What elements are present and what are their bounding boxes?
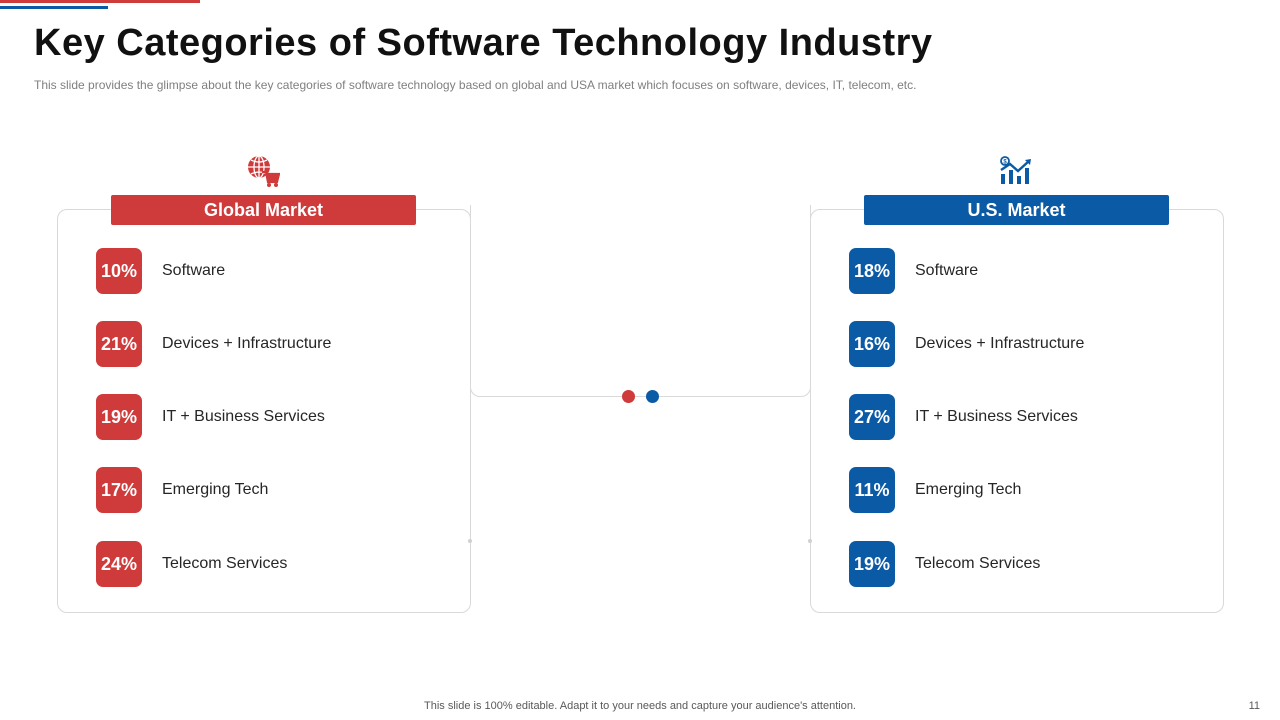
percent-badge: 16% — [849, 321, 895, 367]
global-item-it-services: 19% IT + Business Services — [96, 394, 325, 440]
category-label: IT + Business Services — [162, 408, 325, 425]
global-item-software: 10% Software — [96, 248, 225, 294]
category-label: IT + Business Services — [915, 408, 1078, 425]
percent-badge: 21% — [96, 321, 142, 367]
percent-badge: 27% — [849, 394, 895, 440]
percent-badge: 10% — [96, 248, 142, 294]
percent-badge: 17% — [96, 467, 142, 513]
panel-edge-dot — [468, 539, 472, 543]
page-number: 11 — [1248, 700, 1260, 712]
percent-badge: 18% — [849, 248, 895, 294]
category-label: Telecom Services — [162, 555, 288, 572]
connector-line — [470, 205, 811, 397]
global-item-telecom: 24% Telecom Services — [96, 541, 287, 587]
slide-title: Key Categories of Software Technology In… — [34, 22, 933, 64]
category-label: Software — [162, 262, 226, 279]
slide-subtitle: This slide provides the glimpse about th… — [34, 78, 917, 92]
top-accent-red — [0, 0, 200, 3]
connector-dot-blue — [646, 390, 659, 403]
us-item-emerging-tech: 11% Emerging Tech — [849, 467, 1021, 513]
us-item-telecom: 19% Telecom Services — [849, 541, 1040, 587]
us-item-it-services: 27% IT + Business Services — [849, 394, 1078, 440]
global-item-devices: 21% Devices + Infrastructure — [96, 321, 331, 367]
category-label: Emerging Tech — [915, 481, 1022, 498]
svg-text:$: $ — [1003, 160, 1007, 166]
category-label: Software — [915, 262, 979, 279]
category-label: Devices + Infrastructure — [162, 335, 332, 352]
percent-badge: 19% — [849, 541, 895, 587]
growth-chart-icon: $ — [998, 154, 1032, 188]
us-market-header: U.S. Market — [864, 195, 1169, 225]
category-label: Devices + Infrastructure — [915, 335, 1085, 352]
percent-badge: 11% — [849, 467, 895, 513]
footer-note: This slide is 100% editable. Adapt it to… — [424, 700, 856, 712]
panel-edge-dot — [808, 539, 812, 543]
globe-cart-icon — [246, 154, 281, 188]
global-market-header: Global Market — [111, 195, 416, 225]
percent-badge: 24% — [96, 541, 142, 587]
percent-badge: 19% — [96, 394, 142, 440]
connector-dot-red — [622, 390, 635, 403]
top-accent-blue — [0, 6, 108, 9]
us-item-software: 18% Software — [849, 248, 978, 294]
category-label: Telecom Services — [915, 555, 1041, 572]
global-item-emerging-tech: 17% Emerging Tech — [96, 467, 268, 513]
us-item-devices: 16% Devices + Infrastructure — [849, 321, 1084, 367]
category-label: Emerging Tech — [162, 481, 269, 498]
